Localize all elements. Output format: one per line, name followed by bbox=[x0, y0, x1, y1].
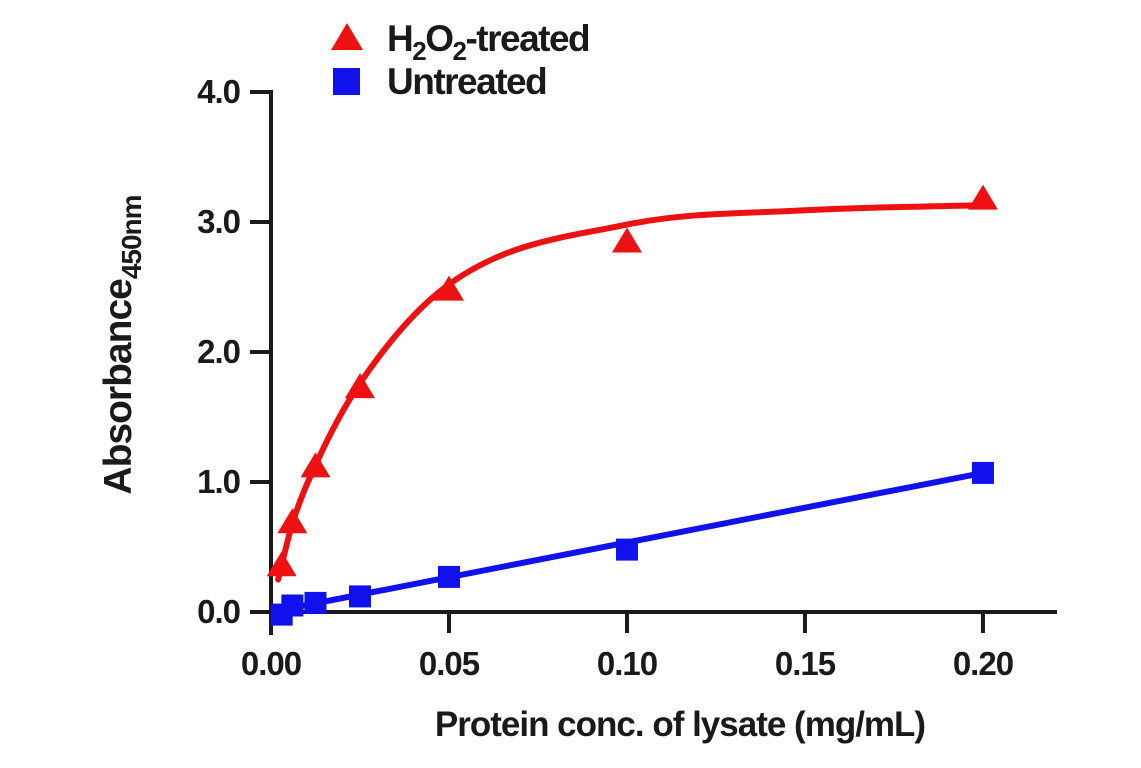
legend-item-untreated: Untreated bbox=[333, 61, 548, 102]
y-tick-label: 4.0 bbox=[197, 73, 240, 110]
x-tick-label: 0.00 bbox=[241, 645, 301, 682]
x-tick-label: 0.10 bbox=[597, 645, 657, 682]
y-tick-label: 0.0 bbox=[197, 593, 240, 630]
legend-item-h2o2-treated: H2O2-treated bbox=[331, 18, 591, 66]
data-point-triangle bbox=[266, 551, 297, 577]
x-axis-title: Protein conc. of lysate (mg/mL) bbox=[435, 705, 925, 744]
data-point-square bbox=[437, 565, 460, 588]
x-tick-label: 0.20 bbox=[953, 645, 1013, 682]
y-axis-title-text: Absorbance450nm bbox=[97, 195, 147, 494]
data-point-square bbox=[281, 594, 304, 617]
data-point-square bbox=[348, 585, 371, 608]
fit-curve bbox=[275, 202, 986, 583]
data-point-square bbox=[304, 591, 327, 614]
legend-label: H2O2-treated bbox=[387, 18, 589, 66]
x-tick-label: 0.15 bbox=[775, 645, 836, 682]
y-axis: 0.0 1.0 2.0 3.0 4.0 bbox=[197, 73, 273, 635]
series-h2o2-treated bbox=[266, 184, 998, 583]
y-tick-label: 3.0 bbox=[197, 203, 240, 240]
legend-label: Untreated bbox=[387, 61, 546, 102]
data-point-triangle bbox=[611, 227, 642, 253]
y-tick-label: 2.0 bbox=[197, 333, 240, 370]
data-point-square bbox=[971, 461, 994, 484]
legend-square-icon bbox=[333, 68, 360, 95]
legend-triangle-icon bbox=[331, 23, 363, 50]
x-axis: 0.00 0.05 0.10 0.15 0.20 Protein conc. of lys… bbox=[241, 610, 1057, 744]
data-point-triangle bbox=[967, 184, 998, 210]
y-tick-label: 1.0 bbox=[197, 463, 240, 500]
data-point-triangle bbox=[300, 452, 331, 478]
data-point-triangle bbox=[277, 508, 308, 534]
data-point-triangle bbox=[433, 275, 464, 301]
data-point-triangle bbox=[344, 373, 375, 399]
data-point-square bbox=[615, 538, 638, 561]
series-untreated bbox=[270, 461, 994, 626]
x-tick-label: 0.05 bbox=[419, 645, 480, 682]
y-axis-title: Absorbance450nm bbox=[97, 195, 147, 494]
